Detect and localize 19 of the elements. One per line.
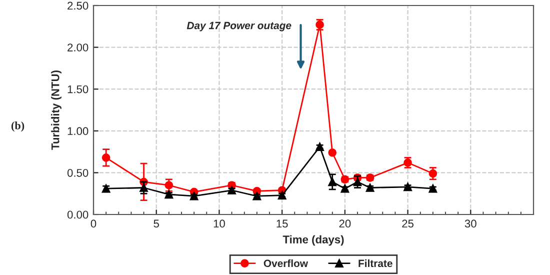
annotation: Day 17 Power outage	[186, 22, 292, 32]
x-tick-label: 25	[402, 220, 414, 228]
x-tick-label: 20	[339, 220, 351, 228]
x-tick-label: 15	[276, 220, 288, 228]
y-tick-label: 0.00	[67, 210, 88, 219]
x-tick-label: 30	[464, 220, 476, 228]
y-tick-label: 1.50	[68, 85, 88, 94]
x-tick-label: 10	[214, 220, 225, 228]
x-axis-title: Time (days)	[282, 235, 344, 246]
legend-label: Filtrate	[358, 259, 392, 268]
y-tick-label: 2.00	[68, 44, 88, 52]
y-tick-label: 1.00	[68, 127, 88, 136]
x-tick-label: 0	[90, 220, 96, 228]
text: (b)	[11, 122, 24, 132]
legend-label: Overflow	[264, 259, 308, 268]
x-tick-label: 5	[154, 220, 159, 228]
y-axis-title: Turbidity (NTU)	[51, 70, 62, 150]
y-tick-label: 2.50	[68, 2, 88, 10]
y-tick-label: 0.50	[67, 168, 88, 177]
